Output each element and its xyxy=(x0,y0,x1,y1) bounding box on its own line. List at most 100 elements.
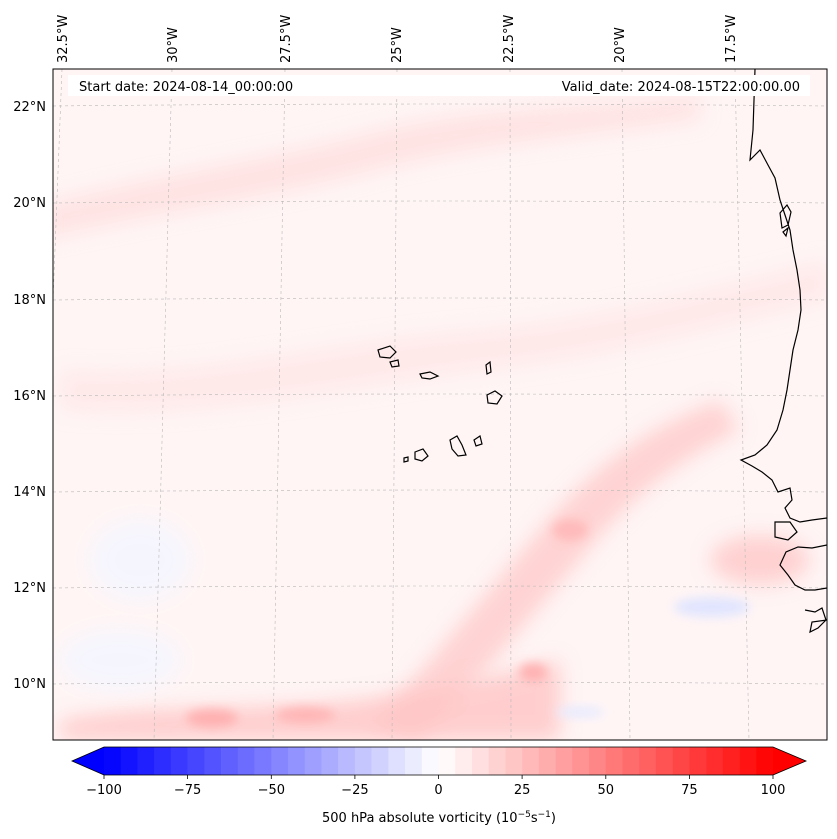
colorbar-cell xyxy=(338,747,356,775)
lon-label: 25°W xyxy=(390,27,405,63)
colorbar-cell xyxy=(505,747,523,775)
colorbar-cell xyxy=(488,747,506,775)
map-area[interactable]: Start date: 2024-08-14_00:00:00 Valid_da… xyxy=(36,69,830,740)
colorbar-cell xyxy=(605,747,623,775)
colorbar-cell xyxy=(104,747,122,775)
parallel-10n xyxy=(53,681,827,685)
colorbar-cell xyxy=(555,747,573,775)
parallel-16n xyxy=(53,393,827,397)
colorbar-cell xyxy=(672,747,690,775)
colorbar-cell xyxy=(421,747,439,775)
vorticity-max-a xyxy=(186,709,238,727)
colorbar-cell xyxy=(522,747,540,775)
colorbar-tick-label: −100 xyxy=(86,783,122,798)
header-box xyxy=(68,75,810,96)
coastal-island-b xyxy=(782,226,790,238)
meridian-27-5w xyxy=(272,69,286,740)
start-date-label: Start date: 2024-08-14_00:00:00 xyxy=(79,80,293,95)
colorbar-cell xyxy=(254,747,272,775)
colorbar-tick-label: −25 xyxy=(341,783,368,798)
colorbar-tick-label: −50 xyxy=(258,783,285,798)
vorticity-max-d xyxy=(552,519,588,541)
colorbar-ticks xyxy=(103,775,774,779)
colorbar-cell xyxy=(204,747,222,775)
lat-label: 18°N xyxy=(13,293,46,308)
vorticity-min-b xyxy=(556,706,604,718)
lat-label: 22°N xyxy=(13,100,46,115)
vorticity-max-b xyxy=(275,707,335,723)
colorbar-min-extend xyxy=(72,747,104,775)
colorbar-cell xyxy=(170,747,188,775)
cape-verde-sao-vicente xyxy=(389,359,400,368)
africa-coastline-south xyxy=(779,544,827,634)
lat-label: 20°N xyxy=(13,196,46,211)
colorbar-cell xyxy=(689,747,707,775)
lat-label: 12°N xyxy=(13,581,46,596)
colorbar-tick-label: 0 xyxy=(434,783,442,798)
vorticity-band-central xyxy=(60,260,827,412)
colorbar-cell xyxy=(739,747,757,775)
vorticity-band-diagonal xyxy=(370,400,740,740)
cape-verde-santiago xyxy=(449,435,467,457)
parallel-14n xyxy=(53,489,827,493)
vorticity-band-south xyxy=(60,660,560,740)
cape-verde-fogo xyxy=(414,448,429,462)
colorbar-cell xyxy=(589,747,607,775)
colorbar-cell xyxy=(371,747,389,775)
cape-verde-brava xyxy=(403,456,409,463)
colorbar-cell xyxy=(304,747,322,775)
colorbar-cell xyxy=(438,747,456,775)
lon-label: 32.5°W xyxy=(56,15,71,63)
colorbar-cell xyxy=(706,747,724,775)
map-frame xyxy=(52,68,828,741)
vorticity-max-c xyxy=(519,663,547,681)
meridian-20w xyxy=(621,69,631,740)
meridian-25w xyxy=(391,69,398,740)
lon-label: 20°W xyxy=(613,27,628,63)
colorbar-tick-label: 100 xyxy=(761,783,786,798)
lon-label: 30°W xyxy=(166,27,181,63)
meridian-17-5w xyxy=(734,69,750,740)
colorbar-cell xyxy=(572,747,590,775)
colorbar-cells xyxy=(104,747,774,775)
lat-label: 14°N xyxy=(13,485,46,500)
colorbar-cell xyxy=(271,747,289,775)
lat-label: 10°N xyxy=(13,677,46,692)
colorbar-cell xyxy=(471,747,489,775)
colorbar-cell xyxy=(137,747,155,775)
valid-date-label: Valid_date: 2024-08-15T22:00:00.00 xyxy=(562,80,800,95)
colorbar-cell xyxy=(388,747,406,775)
colorbar-tick-label: 25 xyxy=(514,783,531,798)
colorbar-cell xyxy=(354,747,372,775)
colorbar-max-extend xyxy=(773,747,806,775)
vorticity-max-e xyxy=(710,535,810,585)
colorbar-tick-labels: −100 −75 −50 −25 0 25 50 75 100 xyxy=(86,783,785,798)
colorbar-cell xyxy=(538,747,556,775)
colorbar-cell xyxy=(120,747,138,775)
lat-label: 16°N xyxy=(13,389,46,404)
colorbar-tick-label: 75 xyxy=(681,783,698,798)
coastal-island-a xyxy=(779,203,792,229)
vorticity-field xyxy=(53,95,827,740)
colorbar-cell xyxy=(221,747,239,775)
colorbar-cell xyxy=(187,747,205,775)
colorbar-cell xyxy=(455,747,473,775)
colorbar-cell xyxy=(154,747,172,775)
colorbar-cell xyxy=(622,747,640,775)
lon-label: 27.5°W xyxy=(279,15,294,63)
lon-label: 22.5°W xyxy=(502,15,517,63)
vorticity-min-d xyxy=(60,630,180,690)
parallel-20n xyxy=(53,200,827,204)
cape-verde-boa-vista xyxy=(486,390,503,405)
graticule xyxy=(53,69,827,740)
parallel-12n xyxy=(53,585,827,589)
colorbar-tick-label: −75 xyxy=(174,783,201,798)
colorbar: −100 −75 −50 −25 0 25 50 75 100 500 hPa … xyxy=(71,746,808,826)
colorbar-cell xyxy=(287,747,306,775)
parallel-22n xyxy=(53,103,827,107)
cape-verde-maio xyxy=(473,435,483,447)
meridian-22-5w xyxy=(509,69,512,740)
parallel-18n xyxy=(53,297,827,301)
africa-coastline-north xyxy=(739,69,827,523)
